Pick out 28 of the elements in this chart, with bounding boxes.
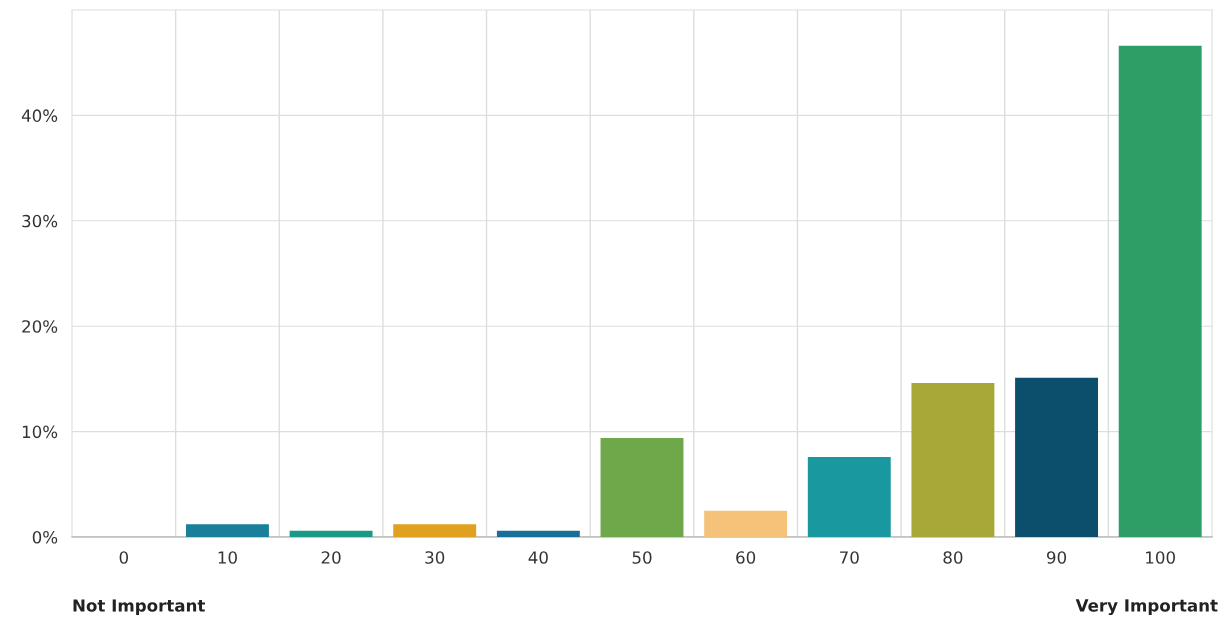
x-tick-label: 40 [528,551,548,564]
bar [186,524,269,537]
text: Not Important [73,599,205,616]
y-tick-label: 10% [22,425,58,439]
x-tick-label: 90 [1046,551,1067,564]
bar [496,530,580,537]
bar [1118,45,1202,537]
bar [1015,377,1098,537]
x-tick-label: 30 [425,551,445,564]
y-tick-label: 20% [22,320,58,333]
text: Very Important [1075,599,1218,616]
x-tick-label: 50 [632,551,652,564]
x-tick-label: 10 [218,551,237,564]
bar [393,524,477,537]
bar [704,510,788,537]
x-tick-label: 100 [1146,551,1175,564]
bar [600,437,684,537]
x-tick-label: 60 [736,551,756,564]
bar [289,530,373,537]
y-tick-label: 30% [22,214,58,228]
bar [911,383,995,537]
y-tick-label: 0% [32,530,58,544]
x-tick-label: 70 [840,551,859,564]
x-tick-label: 0 [119,551,129,564]
x-tick-label: 80 [943,551,963,564]
x-tick-label: 20 [321,551,341,564]
y-tick-label: 40% [21,109,58,122]
bar [807,456,891,537]
